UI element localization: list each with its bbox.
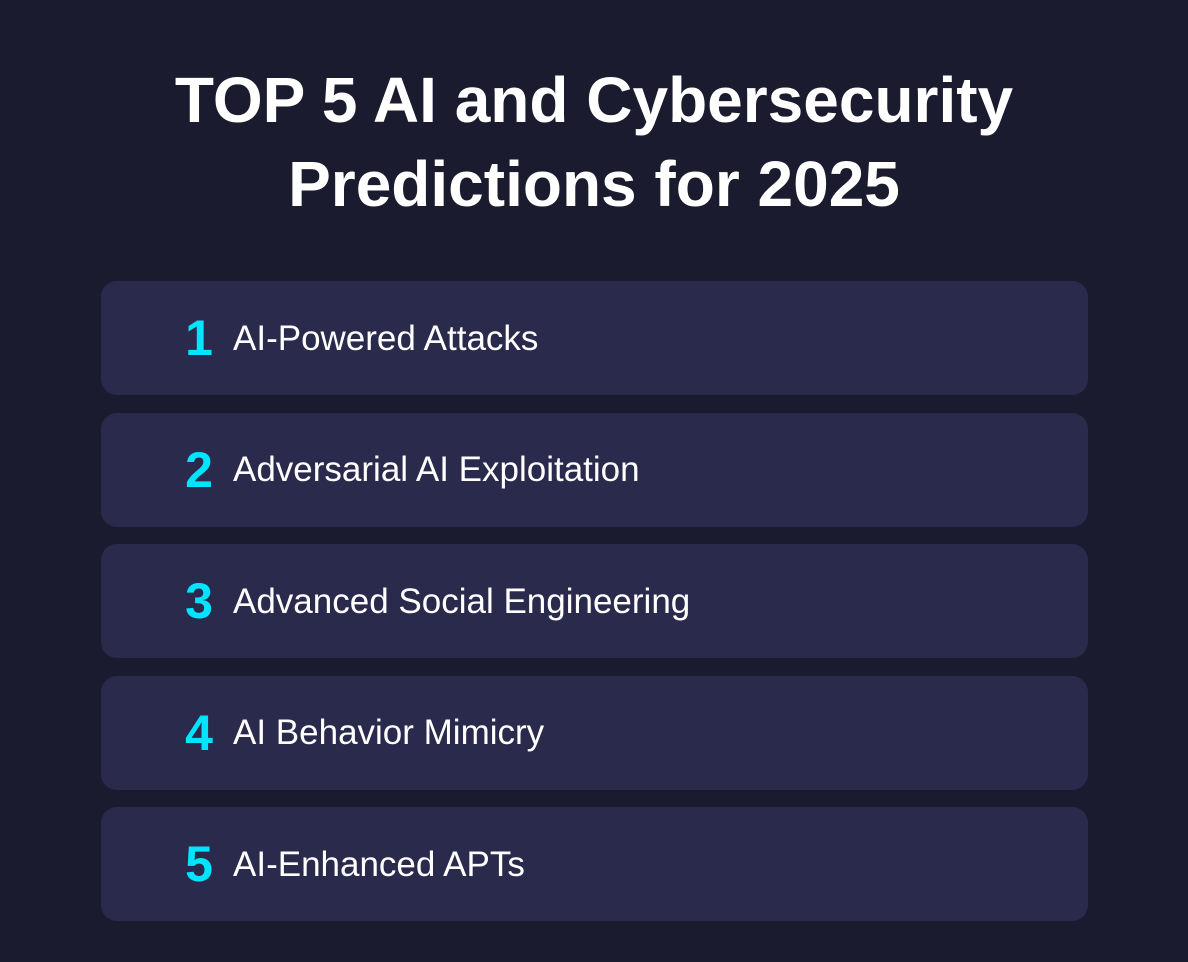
prediction-number: 3 xyxy=(185,573,213,629)
prediction-number: 2 xyxy=(185,441,213,498)
page-title: TOP 5 AI and Cybersecurity Predictions f… xyxy=(0,58,1188,226)
prediction-label: Adversarial AI Exploitation xyxy=(233,450,640,489)
prediction-item-4: 4 AI Behavior Mimicry xyxy=(101,675,1088,790)
prediction-number: 4 xyxy=(185,704,213,761)
predictions-list: 1 AI-Powered Attacks 2 Adversarial AI Ex… xyxy=(101,281,1088,939)
prediction-label: AI-Powered Attacks xyxy=(233,318,539,358)
prediction-item-5: 5 AI-Enhanced APTs xyxy=(101,807,1088,921)
prediction-item-3: 3 Advanced Social Engineering xyxy=(101,544,1088,658)
prediction-item-2: 2 Adversarial AI Exploitation xyxy=(101,412,1088,527)
prediction-label: AI-Enhanced APTs xyxy=(233,844,525,884)
title-line-2: Predictions for 2025 xyxy=(288,148,900,220)
prediction-label: AI Behavior Mimicry xyxy=(233,713,545,752)
prediction-number: 5 xyxy=(185,836,213,892)
title-line-1: TOP 5 AI and Cybersecurity xyxy=(174,64,1014,136)
prediction-number: 1 xyxy=(185,310,213,366)
prediction-label: Advanced Social Engineering xyxy=(233,581,691,621)
prediction-item-1: 1 AI-Powered Attacks xyxy=(101,281,1088,395)
